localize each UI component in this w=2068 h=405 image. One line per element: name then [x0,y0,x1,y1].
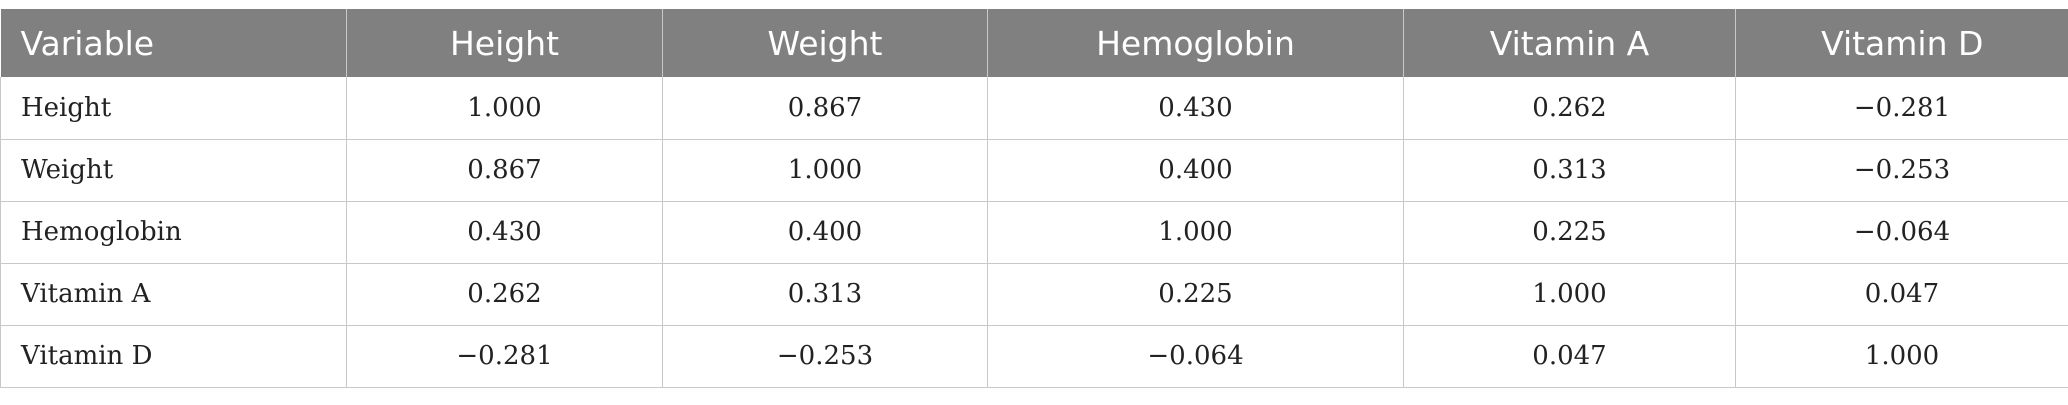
table-cell: −0.064 [1735,201,2068,264]
table-cell: 0.313 [1403,139,1736,202]
table-cell: −0.253 [662,325,988,388]
header-cell-vitamin-d: Vitamin D [1735,9,2068,77]
header-cell-variable: Variable [20,23,155,63]
table-cell: −0.064 [987,325,1404,388]
table-cell: 1.000 [987,201,1404,264]
table-cell: 0.867 [346,139,663,202]
table-cell: 0.400 [987,139,1404,202]
table-cell: 1.000 [1403,263,1736,326]
header-cell-height: Height [346,9,663,77]
row-label: Height [0,77,347,140]
table-cell: 0.430 [987,77,1404,140]
row-label: Vitamin A [0,263,347,326]
table-cell: 0.262 [346,263,663,326]
table-row: Vitamin A 0.262 0.313 0.225 1.000 0.047 [0,263,2068,326]
table-cell: 0.047 [1735,263,2068,326]
table-row: Weight 0.867 1.000 0.400 0.313 −0.253 [0,139,2068,202]
table-header: Variable Height Weight Hemoglobin Vitami… [0,9,2068,77]
row-label: Hemoglobin [0,201,347,264]
table-cell: 0.430 [346,201,663,264]
table-cell: 0.867 [662,77,988,140]
table-cell: 0.313 [662,263,988,326]
correlation-table: Variable Height Weight Hemoglobin Vitami… [0,9,2068,388]
table-cell: 1.000 [346,77,663,140]
table-cell: 0.262 [1403,77,1736,140]
table-cell: −0.281 [1735,77,2068,140]
table-row: Hemoglobin 0.430 0.400 1.000 0.225 −0.06… [0,201,2068,264]
table-cell: 1.000 [662,139,988,202]
row-label: Weight [0,139,347,202]
header-cell-hemoglobin: Hemoglobin [987,9,1404,77]
table-row: Vitamin D −0.281 −0.253 −0.064 0.047 1.0… [0,325,2068,388]
table-row: Height 1.000 0.867 0.430 0.262 −0.281 [0,77,2068,140]
table-cell: −0.253 [1735,139,2068,202]
table-cell: 0.225 [1403,201,1736,264]
table-body: Height 1.000 0.867 0.430 0.262 −0.281 We… [0,77,2068,388]
table-cell: 0.225 [987,263,1404,326]
header-row: Variable Height Weight Hemoglobin Vitami… [0,9,2068,77]
table-cell: 0.400 [662,201,988,264]
table-cell: −0.281 [346,325,663,388]
header-cell-vitamin-a: Vitamin A [1403,9,1736,77]
header-cell-weight: Weight [662,9,988,77]
row-label: Vitamin D [0,325,347,388]
table-cell: 1.000 [1735,325,2068,388]
correlation-table-container: Variable Height Weight Hemoglobin Vitami… [0,9,2068,388]
table-cell: 0.047 [1403,325,1736,388]
